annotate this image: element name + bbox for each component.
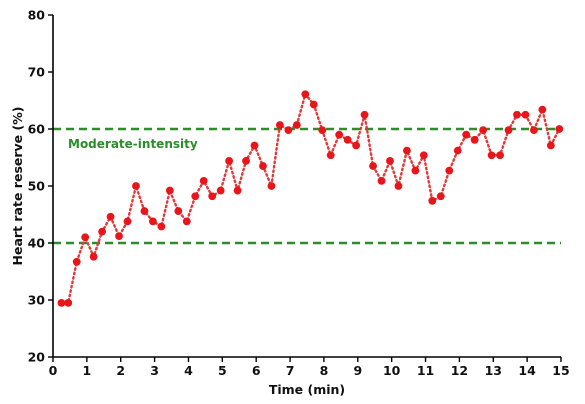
y-tick-label: 50 bbox=[28, 179, 46, 194]
data-point bbox=[284, 126, 293, 135]
data-point bbox=[165, 186, 174, 195]
data-point bbox=[386, 157, 394, 165]
data-point bbox=[377, 176, 386, 185]
y-ticks: 20 30 40 50 60 70 80 bbox=[28, 8, 53, 365]
x-tick-label: 6 bbox=[252, 363, 261, 378]
data-point bbox=[352, 141, 361, 150]
series-line bbox=[60, 91, 561, 305]
x-tick-label: 14 bbox=[518, 363, 536, 378]
moderate-intensity-label: Moderate-intensity bbox=[68, 137, 198, 151]
data-point bbox=[521, 110, 530, 119]
data-point bbox=[276, 121, 284, 129]
y-tick-label: 30 bbox=[28, 293, 46, 308]
x-tick-label: 2 bbox=[116, 363, 125, 378]
data-point bbox=[233, 186, 242, 195]
data-point bbox=[267, 182, 276, 190]
data-point bbox=[132, 182, 140, 190]
x-tick-label: 9 bbox=[353, 363, 362, 378]
data-point bbox=[174, 207, 183, 215]
data-point bbox=[242, 157, 250, 165]
data-point bbox=[555, 125, 564, 133]
y-tick-label: 80 bbox=[28, 8, 46, 23]
data-points bbox=[57, 90, 564, 307]
data-point bbox=[149, 217, 157, 226]
x-axis-label: Time (min) bbox=[269, 382, 345, 397]
data-point bbox=[89, 252, 98, 261]
data-point bbox=[140, 207, 149, 215]
data-point bbox=[436, 192, 445, 201]
x-tick-label: 4 bbox=[184, 363, 193, 378]
data-point bbox=[208, 192, 217, 201]
data-point bbox=[216, 186, 225, 195]
data-point bbox=[470, 135, 479, 144]
data-point bbox=[301, 90, 310, 99]
data-point bbox=[182, 217, 191, 226]
data-point bbox=[225, 157, 234, 165]
y-tick-label: 60 bbox=[28, 122, 46, 137]
x-ticks: 0 1 2 3 4 5 6 7 8 9 10 11 12 13 14 15 bbox=[49, 357, 570, 378]
y-tick-label: 20 bbox=[28, 350, 46, 365]
data-point bbox=[445, 166, 454, 175]
data-point bbox=[403, 146, 411, 155]
x-tick-label: 11 bbox=[417, 363, 434, 378]
data-point bbox=[106, 212, 115, 221]
data-point bbox=[309, 100, 318, 109]
y-axis-label: Heart rate reserve (%) bbox=[10, 107, 25, 266]
data-point bbox=[546, 141, 555, 150]
data-point bbox=[123, 217, 132, 226]
data-point bbox=[64, 298, 73, 307]
data-point bbox=[462, 130, 471, 139]
data-point bbox=[453, 146, 462, 155]
data-point bbox=[513, 110, 521, 119]
x-tick-label: 15 bbox=[552, 363, 569, 378]
x-tick-label: 3 bbox=[150, 363, 159, 378]
data-point bbox=[394, 182, 403, 190]
data-point bbox=[360, 110, 369, 119]
data-point bbox=[479, 126, 488, 135]
data-point bbox=[496, 151, 504, 160]
data-point bbox=[199, 176, 208, 185]
data-point bbox=[115, 232, 123, 241]
y-tick-label: 40 bbox=[28, 236, 46, 251]
x-tick-label: 12 bbox=[451, 363, 468, 378]
data-point bbox=[335, 130, 344, 139]
data-point bbox=[487, 151, 496, 160]
data-point bbox=[259, 162, 267, 170]
data-point bbox=[191, 192, 200, 201]
x-tick-label: 5 bbox=[218, 363, 227, 378]
y-tick-label: 70 bbox=[28, 65, 46, 80]
x-tick-label: 13 bbox=[485, 363, 502, 378]
data-point bbox=[419, 151, 428, 160]
data-point bbox=[318, 126, 327, 135]
data-point bbox=[157, 222, 166, 231]
x-tick-label: 0 bbox=[49, 363, 58, 378]
data-point bbox=[428, 196, 437, 205]
data-point bbox=[538, 105, 547, 114]
data-point bbox=[326, 151, 335, 160]
data-point bbox=[72, 257, 81, 266]
data-point bbox=[343, 135, 352, 144]
data-point bbox=[292, 121, 301, 129]
data-point bbox=[81, 233, 90, 242]
x-tick-label: 7 bbox=[286, 363, 295, 378]
x-tick-label: 10 bbox=[383, 363, 401, 378]
data-point bbox=[98, 227, 107, 236]
x-tick-label: 1 bbox=[83, 363, 92, 378]
data-point bbox=[250, 141, 259, 150]
data-point bbox=[504, 126, 513, 135]
data-point bbox=[530, 126, 538, 135]
data-point bbox=[369, 162, 377, 170]
x-tick-label: 8 bbox=[320, 363, 329, 378]
data-point bbox=[57, 298, 66, 307]
reference-lines bbox=[53, 127, 561, 245]
data-point bbox=[411, 166, 420, 175]
